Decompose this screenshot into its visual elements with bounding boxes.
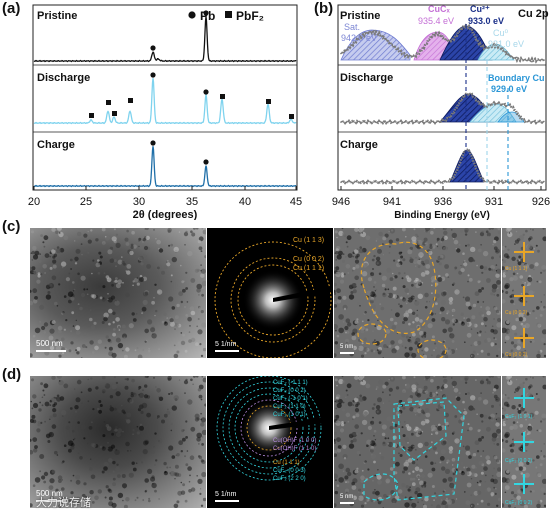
fringe-strip-c: Cu (1 1 1) Cu (0 0 2) Cu (0 0 2) [502,228,546,358]
pbf2-peak-marker [128,98,133,103]
legend-pbf2: PbF₂ [236,9,264,23]
ring-label: CuF₂ (1 0 1) [273,412,306,418]
cu2-energy: 933.0 eV [468,16,504,26]
saed-image-d: CuF₂ (-1 1 1) CuF₂ (0 0 2) CuF₂ (-1 0 1)… [207,376,333,508]
boundary-label: Boundary Cu [488,73,545,83]
pb-peak-marker [203,89,209,95]
fringe-label: CuF₂ (0 0 2) [505,458,533,464]
hrtem-image-d: 5 nm [334,376,501,508]
fringe-label: Cu (0 0 2) [505,352,528,358]
xps-title: Cu 2p [518,8,549,20]
xps-tick: 946 [332,196,350,208]
ring-label: CuF₂ (0 0 2) [273,388,306,394]
pb-peak-marker [150,72,156,78]
xrd-trace-discharge [33,78,297,125]
sat-energy: 942.0 eV [341,33,377,43]
xrd-tick: 40 [239,196,251,208]
xps-tick: 936 [434,196,452,208]
xps-tick: 926 [532,196,550,208]
tem-image-c: 500 nm [30,228,206,358]
ring-label: CuF₂ (0 0 3) [273,468,306,474]
ring-label: CuF₂ (2 2 0) [273,476,306,482]
pbf2-peak-marker [112,111,117,116]
fringe-label: Cu (1 1 1) [505,266,528,272]
cucx-label: CuCₓ [428,4,450,14]
legend-pb-marker [188,11,196,19]
ring-label: Cu(OH)F (1 0 0) [273,438,316,444]
panel-label-c: (c) [2,218,21,235]
ring-label: CuF₂ (1 1 0) [273,404,306,410]
xps-data-pristine [340,22,546,64]
fringe-label: CuF₂ (1 0 1) [505,414,533,420]
tem-image-d: 500 nm [30,376,206,508]
ring-label: CuF₂ (-1 0 1) [273,396,308,402]
hrtem-image-c: 5 nm [334,228,501,358]
panel-a-frame [32,4,298,191]
scale-bar-saed-d: 5 1/nm [215,491,237,498]
scale-bar-tem-d: 500 nm [36,489,63,498]
pbf2-peak-marker [106,100,111,105]
watermark: 大力说存储 [36,496,91,509]
panel-label-d: (d) [2,366,22,383]
sat-peak-fill [340,29,411,61]
xrd-xps-figure: Pristine Discharge Charge Pb PbF₂ 20 25 … [28,4,550,220]
cu0-energy: 931.0 eV [488,39,524,49]
pb-peak-marker [150,140,156,146]
saed-image-c: Cu (1 1 3) Cu (0 0 2) Cu (1 1 1) 5 1/nm [207,228,333,358]
panel-label-a: (a) [2,0,21,17]
xrd-tick: 30 [133,196,145,208]
cu2-label: Cu²⁺ [470,4,490,14]
xrd-label-charge: Charge [37,139,75,151]
cucx-energy: 935.4 eV [418,16,454,26]
xps-tick: 941 [383,196,401,208]
pbf2-peak-marker [289,114,294,119]
xps-xlabel: Binding Energy (eV) [394,210,490,220]
ring-label: Cu(OH)F (1 1 0) [273,446,316,452]
ring-label: Cu (0 0 2) [293,256,324,263]
xps-data-charge [340,148,545,185]
legend-pbf2-marker [225,11,232,18]
xrd-label-pristine: Pristine [37,10,77,22]
xps-label-pristine: Pristine [340,10,380,22]
pbf2-peak-marker [220,94,225,99]
xps-data-discharge [339,90,546,126]
xrd-trace-pristine [33,16,297,63]
ring-label: Cu (1 1 1) [293,265,324,272]
xrd-tick: 20 [28,196,40,208]
fringe-strip-d: CuF₂ (1 0 1) CuF₂ (0 0 2) CuF₂ (0 0 2) [502,376,546,508]
fringe-label: Cu (0 0 2) [505,310,528,316]
scale-bar-hrtem-c: 5 nm [340,344,353,350]
ring-label: CuF₂ (-1 1 1) [273,380,308,386]
boundary-energy: 929.0 eV [491,84,527,94]
xps-label-charge: Charge [340,139,378,151]
fringe-label: CuF₂ (0 0 2) [505,500,533,506]
pb-peak-marker [203,10,209,16]
panel-label-b: (b) [314,0,334,17]
pb-peak-marker [150,45,156,51]
xps-tick: 931 [485,196,503,208]
xrd-trace-charge [33,146,297,188]
pbf2-peak-marker [266,99,271,104]
scale-bar-hrtem-d: 5 nm [340,494,353,500]
panel-b-frame [337,4,547,191]
pbf2-peak-marker [89,113,94,118]
sat-label: Sat. [344,22,360,32]
ring-label: Cu (1 1 3) [293,237,324,244]
pb-peak-marker [203,159,209,165]
xps-label-discharge: Discharge [340,72,393,84]
xrd-xlabel: 2θ (degrees) [133,209,198,220]
scale-bar-tem-c: 500 nm [36,339,63,348]
xrd-label-discharge: Discharge [37,72,90,84]
xrd-tick: 35 [186,196,198,208]
ring-label: Cu (1 1 1) [273,460,300,466]
xrd-tick: 25 [80,196,92,208]
scale-bar-saed-c: 5 1/nm [215,341,237,348]
xrd-tick: 45 [290,196,302,208]
cu0-label: Cu⁰ [493,28,509,38]
